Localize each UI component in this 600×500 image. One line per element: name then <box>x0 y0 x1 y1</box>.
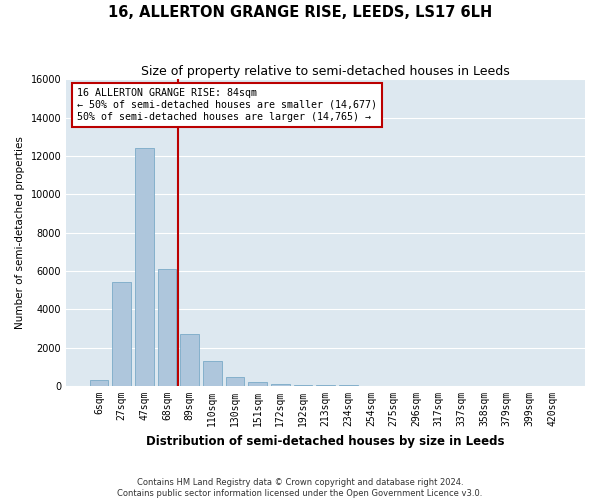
Bar <box>316 385 335 386</box>
Y-axis label: Number of semi-detached properties: Number of semi-detached properties <box>15 136 25 329</box>
X-axis label: Distribution of semi-detached houses by size in Leeds: Distribution of semi-detached houses by … <box>146 434 505 448</box>
Bar <box>158 269 176 386</box>
Bar <box>112 282 131 386</box>
Bar <box>226 378 244 386</box>
Text: 16, ALLERTON GRANGE RISE, LEEDS, LS17 6LH: 16, ALLERTON GRANGE RISE, LEEDS, LS17 6L… <box>108 5 492 20</box>
Bar <box>293 384 312 386</box>
Bar <box>248 382 267 386</box>
Title: Size of property relative to semi-detached houses in Leeds: Size of property relative to semi-detach… <box>141 65 510 78</box>
Bar <box>181 334 199 386</box>
Bar <box>203 361 221 386</box>
Bar <box>90 380 109 386</box>
Text: Contains HM Land Registry data © Crown copyright and database right 2024.
Contai: Contains HM Land Registry data © Crown c… <box>118 478 482 498</box>
Text: 16 ALLERTON GRANGE RISE: 84sqm
← 50% of semi-detached houses are smaller (14,677: 16 ALLERTON GRANGE RISE: 84sqm ← 50% of … <box>77 88 377 122</box>
Bar <box>271 384 290 386</box>
Bar <box>135 148 154 386</box>
